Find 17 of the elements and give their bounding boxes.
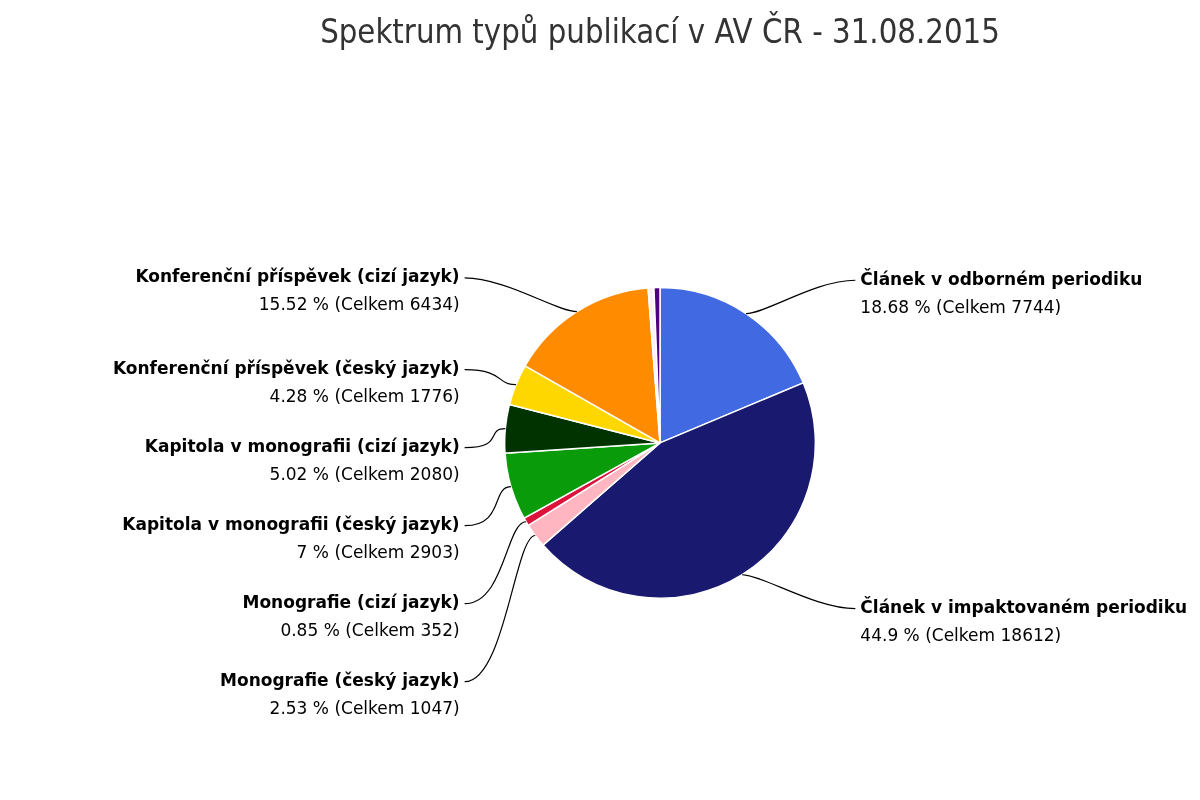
slice-label: Článek v impaktovaném periodiku (860, 596, 1188, 618)
slice-label: Kapitola v monografii (český jazyk) (122, 514, 460, 535)
data-label: 18.68 % (Celkem 7744) (860, 296, 1062, 317)
slice-label: Konferenční příspěvek (český jazyk) (112, 358, 460, 379)
slice-label: Článek v odborném periodiku (860, 267, 1143, 289)
slice-label: Konferenční příspěvek (cizí jazyk) (135, 266, 460, 287)
data-label: 44.9 % (Celkem 18612) (860, 625, 1062, 646)
slice-label: Monografie (cizí jazyk) (242, 592, 460, 613)
data-label: 4.28 % (Celkem 1776) (269, 386, 460, 407)
slice-label: Kapitola v monografii (cizí jazyk) (144, 436, 460, 457)
data-label: 0.85 % (Celkem 352) (280, 620, 460, 641)
slice-label: Monografie (český jazyk) (220, 670, 460, 691)
data-label: 5.02 % (Celkem 2080) (269, 464, 460, 485)
data-label: 15.52 % (Celkem 6434) (258, 294, 460, 315)
data-label: 7 % (Celkem 2903) (296, 542, 460, 563)
chart-title: Spektrum typů publikací v AV ČR - 31.08.2015 (320, 10, 1000, 51)
data-label: 2.53 % (Celkem 1047) (269, 698, 460, 719)
